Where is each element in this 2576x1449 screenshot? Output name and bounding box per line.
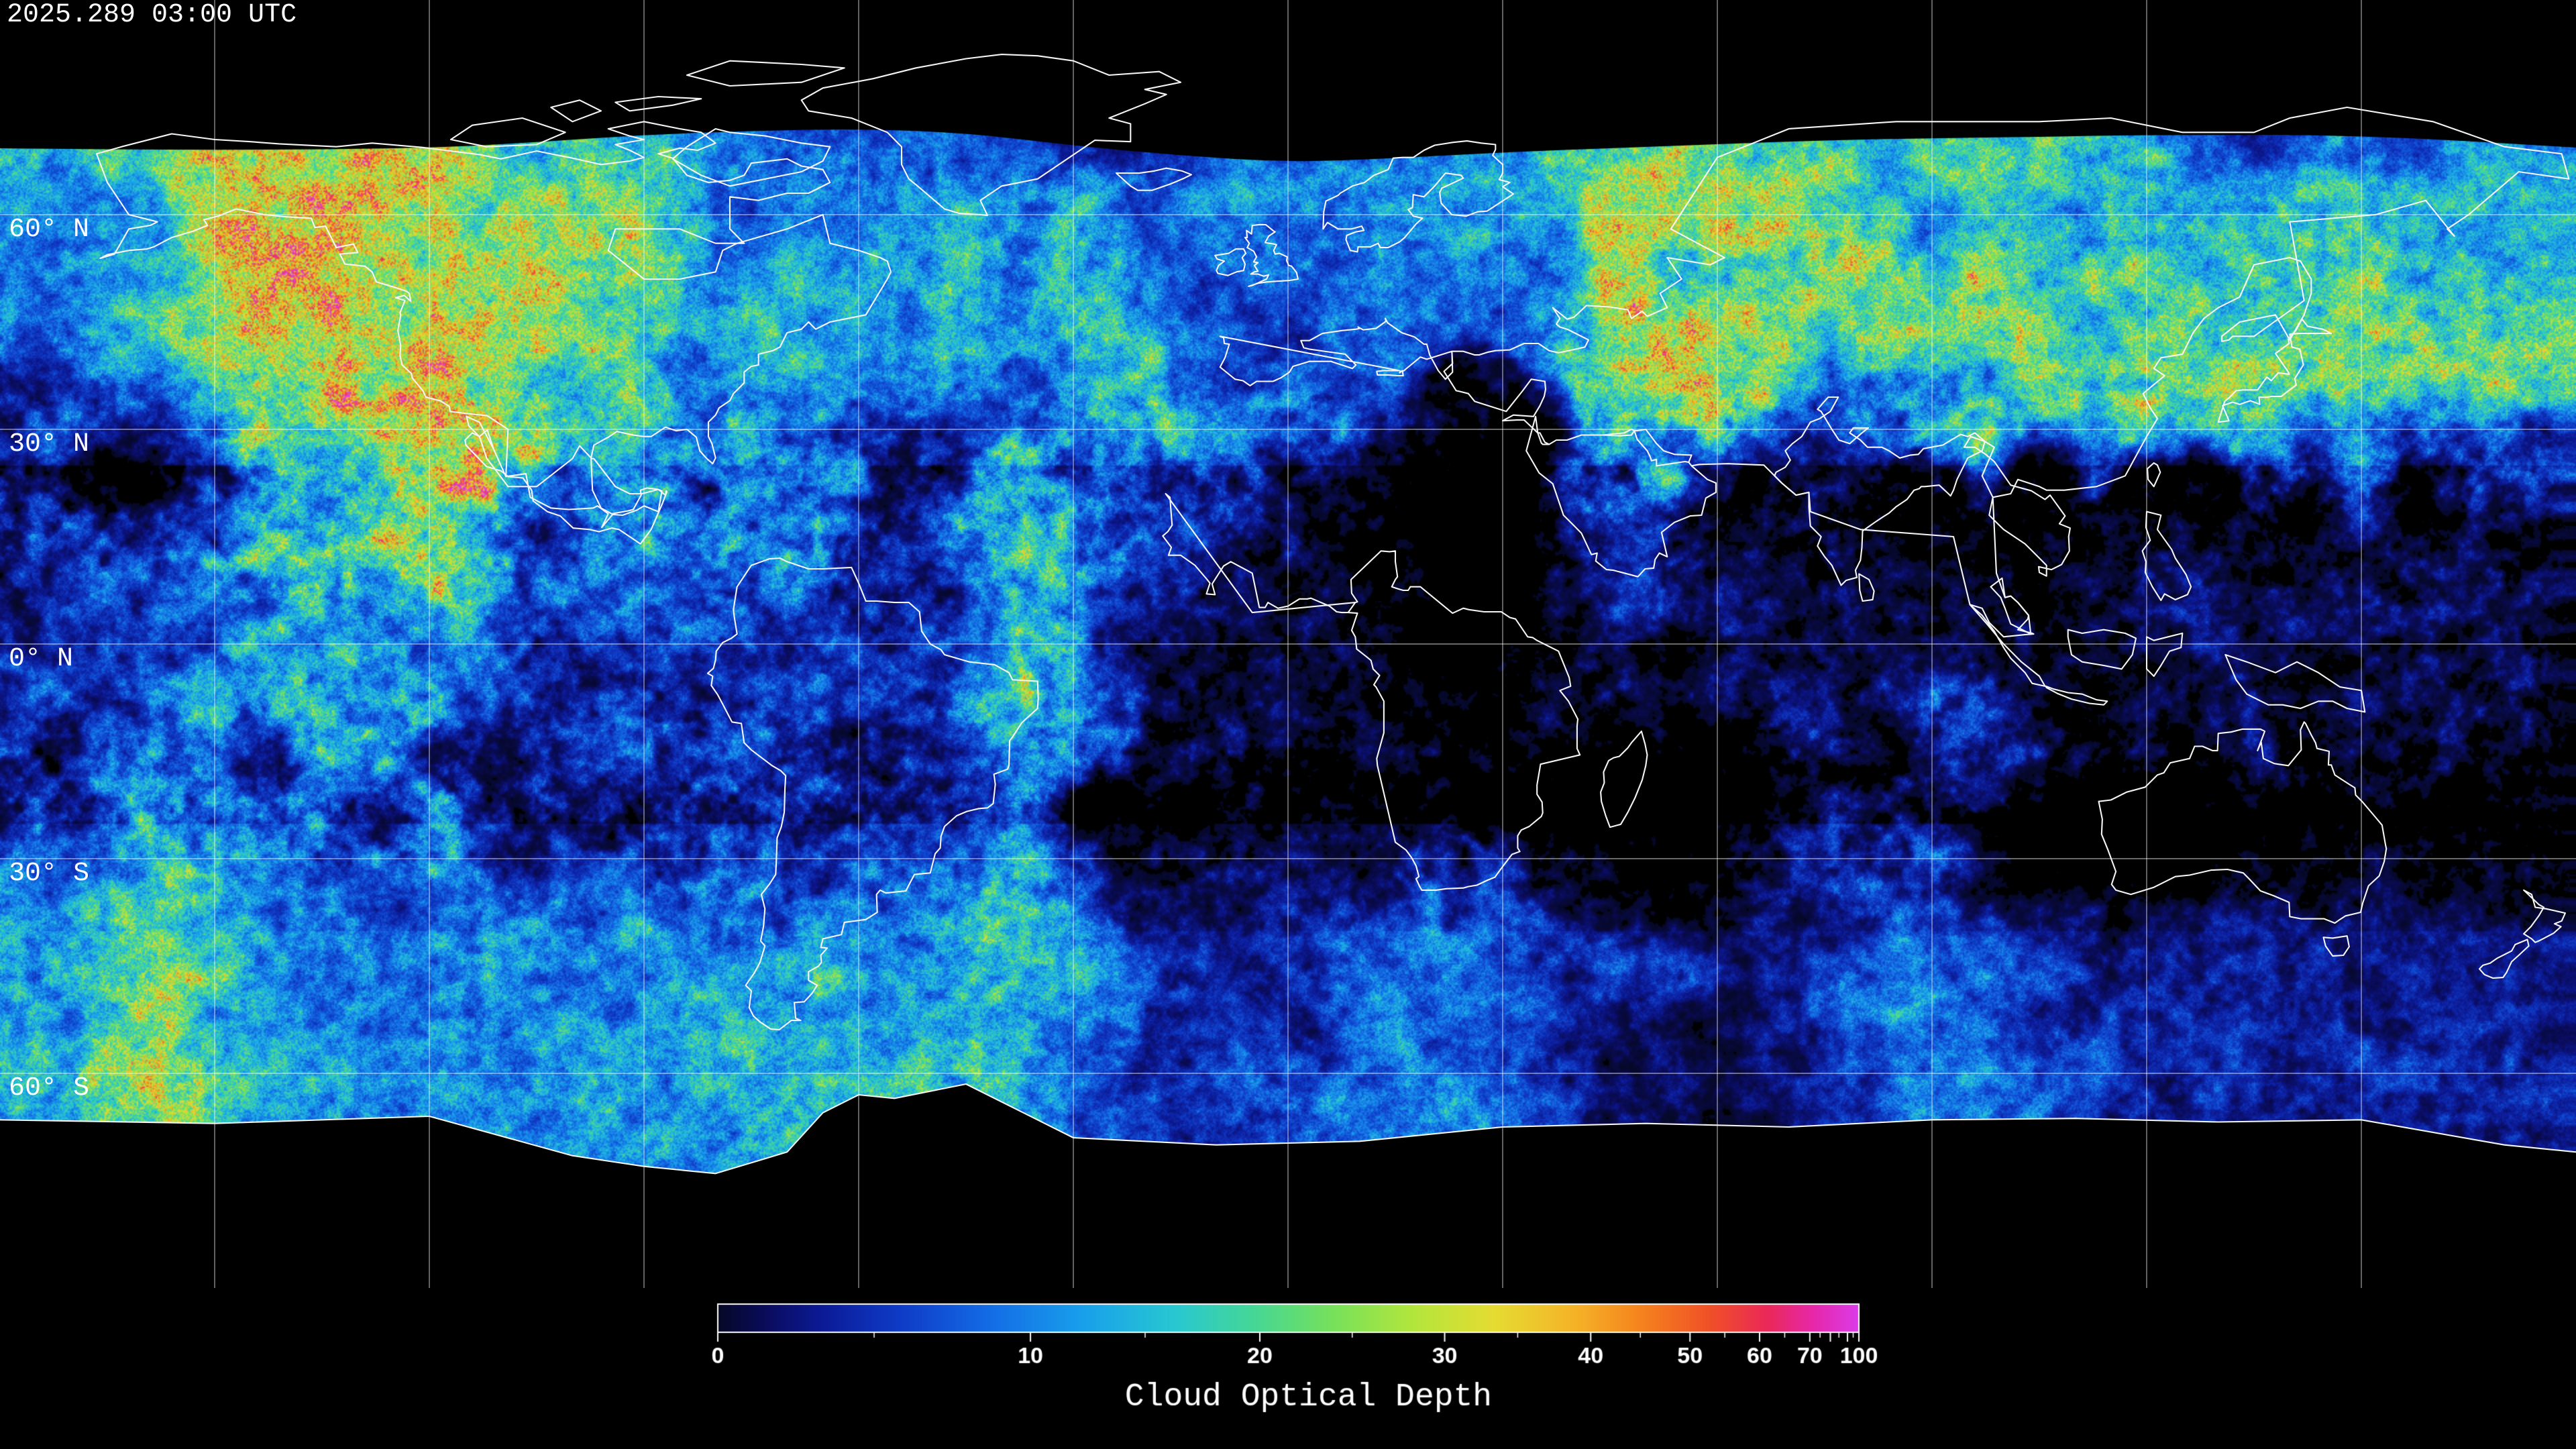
svg-text:60° S: 60° S [9, 1073, 89, 1104]
svg-text:0° N: 0° N [9, 644, 73, 674]
svg-text:60° N: 60° N [9, 215, 89, 245]
svg-text:30° S: 30° S [9, 859, 89, 889]
svg-text:30° N: 30° N [9, 429, 89, 460]
